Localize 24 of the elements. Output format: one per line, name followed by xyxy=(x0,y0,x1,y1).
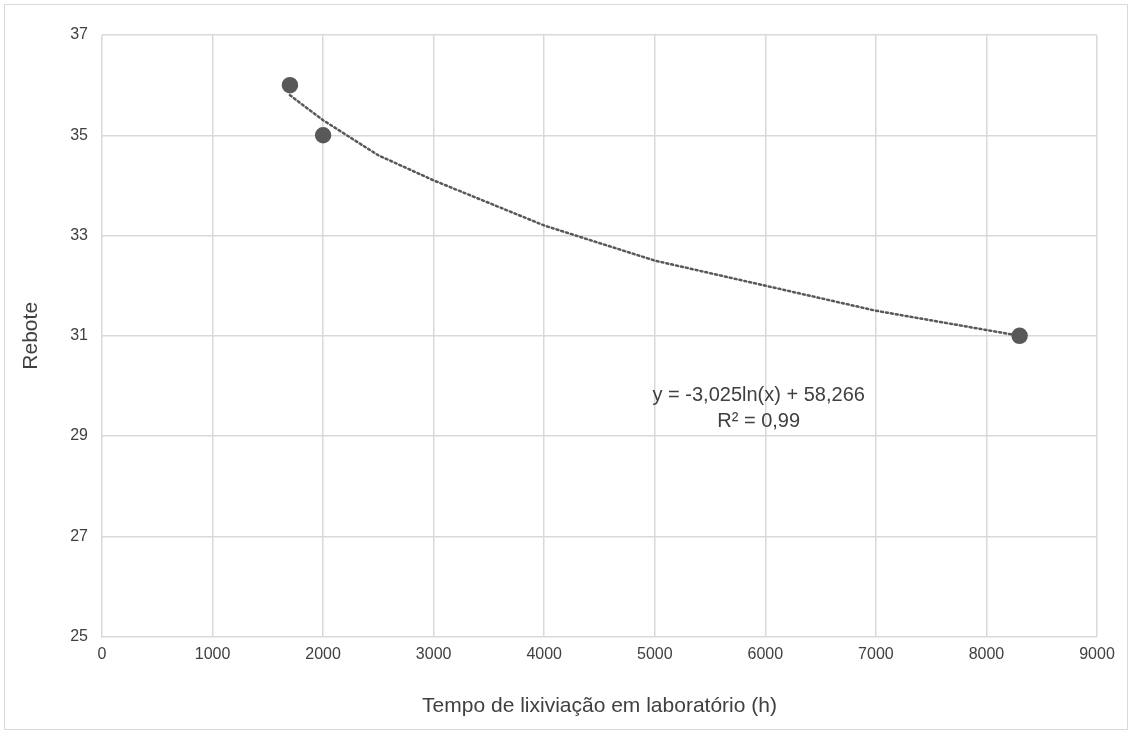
x-tick-label: 6000 xyxy=(747,644,784,662)
y-tick-label: 33 xyxy=(70,225,89,243)
x-tick-label: 0 xyxy=(97,644,107,662)
x-tick-label: 2000 xyxy=(305,644,342,662)
y-tick-label: 35 xyxy=(70,125,89,143)
x-tick-label: 7000 xyxy=(858,644,894,662)
y-tick-label: 29 xyxy=(70,426,89,444)
point xyxy=(1011,327,1028,345)
y-tick-label: 27 xyxy=(70,526,89,544)
point xyxy=(281,76,299,94)
x-axis-title: Tempo de lixiviação em laboratório (h) xyxy=(422,693,777,717)
y-axis-title: Rebote xyxy=(18,301,42,370)
x-tick-label: 5000 xyxy=(636,644,673,662)
x-tick-label: 9000 xyxy=(1079,644,1115,662)
point xyxy=(314,127,332,144)
annotation: R² = 0,99 xyxy=(717,409,801,432)
annotation: y = -3,025ln(x) + 58,266 xyxy=(652,383,865,406)
x-tick-label: 1000 xyxy=(194,644,231,662)
y-tick-label: 31 xyxy=(70,326,89,344)
x-tick-label: 3000 xyxy=(415,644,452,662)
y-tick-label: 25 xyxy=(70,627,89,645)
y-tick-label: 37 xyxy=(70,25,89,43)
x-tick-label: 4000 xyxy=(526,644,563,662)
x-tick-label: 8000 xyxy=(968,644,1005,662)
